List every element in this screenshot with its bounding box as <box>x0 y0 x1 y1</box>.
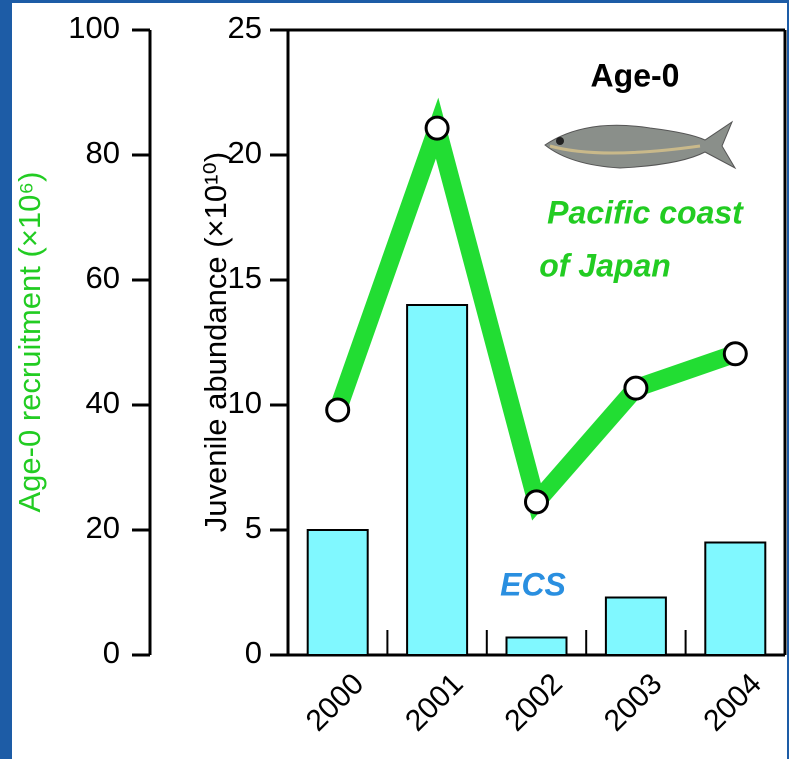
y2-axis-title: Juvenile abundance (×10¹⁰) <box>198 152 233 532</box>
bar <box>604 596 667 656</box>
y2-tick-label: 0 <box>245 635 262 670</box>
y2-tick-label: 5 <box>245 510 262 545</box>
marker <box>722 341 748 367</box>
y2-tick-label: 10 <box>228 385 262 420</box>
y-tick-label: 0 <box>103 635 120 670</box>
marker <box>325 397 351 423</box>
y-tick-label: 40 <box>86 385 120 420</box>
y-tick-label: 80 <box>86 135 120 170</box>
marker <box>623 375 649 401</box>
annotation: Age-0 <box>591 57 680 93</box>
fish-icon <box>544 120 737 170</box>
y2-tick-label: 25 <box>228 10 262 45</box>
marker <box>424 115 450 141</box>
bar <box>704 541 767 656</box>
y2-tick-label: 15 <box>228 260 262 295</box>
y-tick-label: 100 <box>68 10 120 45</box>
y-tick-label: 20 <box>86 510 120 545</box>
annotation: ECS <box>500 566 566 602</box>
bar <box>406 304 469 656</box>
marker <box>524 489 549 515</box>
annotation: of Japan <box>539 247 671 283</box>
bar <box>505 636 568 656</box>
annotation: Pacific coast <box>547 194 744 230</box>
y-tick-label: 60 <box>86 260 120 295</box>
y2-tick-label: 20 <box>228 135 262 170</box>
bar <box>306 529 369 656</box>
y-axis-title: Age-0 recruitment (×10⁶) <box>12 172 47 513</box>
